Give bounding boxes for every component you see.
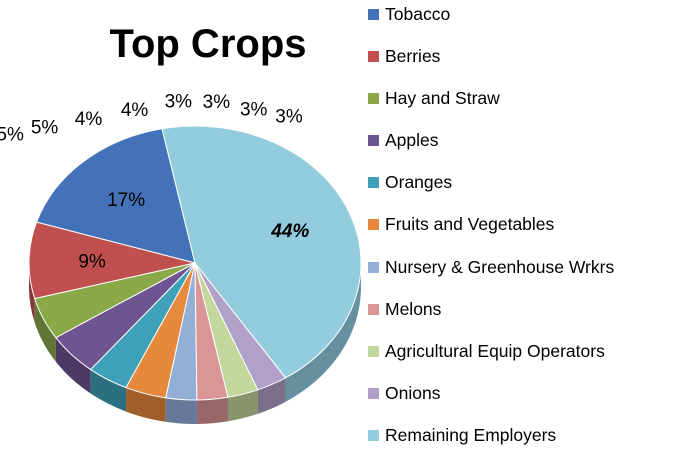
legend-item-nursery-and-greenhouse-wrkrs: Nursery & Greenhouse Wrkrs bbox=[368, 257, 690, 299]
legend-item-tobacco: Tobacco bbox=[368, 4, 690, 46]
pie-side-hay-and-straw bbox=[34, 298, 56, 362]
data-label-melons: 3% bbox=[203, 92, 231, 113]
legend: Tobacco Berries Hay and Straw Apples Oranges… bbox=[368, 4, 690, 467]
legend-label: Oranges bbox=[385, 172, 453, 193]
data-label-oranges: 4% bbox=[75, 109, 103, 130]
data-label-nursery-and-greenhouse-wrkrs: 3% bbox=[165, 91, 193, 112]
data-label-remaining-employers: 44% bbox=[270, 221, 309, 242]
chart-title: Top Crops bbox=[109, 22, 307, 66]
legend-item-fruits-and-vegetables: Fruits and Vegetables bbox=[368, 214, 690, 256]
pie-slice-berries bbox=[28, 221, 196, 300]
legend-swatch bbox=[368, 135, 379, 147]
legend-label: Tobacco bbox=[385, 4, 451, 24]
legend-label: Melons bbox=[385, 298, 442, 319]
pie-chart: 17% 9% 5% 5% 4% 4% 3% 3% 3% 3% 44% bbox=[0, 91, 362, 425]
legend-item-oranges: Oranges bbox=[368, 172, 690, 214]
legend-item-onions: Onions bbox=[368, 383, 690, 425]
data-label-fruits-and-vegetables: 4% bbox=[121, 100, 149, 121]
legend-item-apples: Apples bbox=[368, 130, 690, 172]
pie-slice-tobacco bbox=[35, 128, 196, 264]
legend-label: Remaining Employers bbox=[385, 424, 557, 445]
legend-item-melons: Melons bbox=[368, 299, 690, 341]
legend-swatch bbox=[368, 303, 379, 315]
legend-label: Hay and Straw bbox=[385, 88, 500, 109]
legend-swatch bbox=[368, 387, 379, 399]
legend-item-remaining-employers: Remaining Employers bbox=[368, 425, 690, 467]
pie-side-berries bbox=[29, 264, 35, 323]
legend-swatch bbox=[368, 219, 379, 231]
legend-swatch bbox=[368, 51, 379, 63]
data-label-tobacco: 17% bbox=[107, 190, 145, 211]
data-label-agricultural-equip-operators: 3% bbox=[240, 100, 268, 121]
legend-label: Fruits and Vegetables bbox=[385, 214, 555, 235]
chart-container: Top Crops 17% 9% 5% 5% 4% 4% 3% 3% 3% 3% 44% Tobac… bbox=[0, 4, 614, 445]
legend-item-hay-and-straw: Hay and Straw bbox=[368, 88, 690, 130]
data-label-apples: 5% bbox=[31, 118, 59, 139]
data-label-hay-and-straw: 5% bbox=[0, 125, 24, 146]
legend-item-agricultural-equip-operators: Agricultural Equip Operators bbox=[368, 341, 690, 383]
data-label-berries: 9% bbox=[78, 251, 106, 272]
legend-swatch bbox=[368, 177, 379, 189]
pie-side-melons bbox=[196, 397, 228, 424]
pie-side-oranges bbox=[90, 369, 127, 412]
legend-label: Berries bbox=[385, 46, 441, 67]
legend-label: Onions bbox=[385, 382, 441, 403]
legend-swatch bbox=[368, 345, 379, 357]
legend-item-berries: Berries bbox=[368, 46, 690, 88]
legend-swatch bbox=[368, 93, 379, 105]
data-label-onions: 3% bbox=[275, 107, 303, 128]
pie-side-onions bbox=[257, 377, 286, 414]
pie-slice-remaining-employers bbox=[161, 125, 362, 379]
legend-label: Apples bbox=[385, 130, 439, 151]
legend-label: Nursery & Greenhouse Wrkrs bbox=[385, 256, 615, 277]
legend-swatch bbox=[368, 9, 379, 20]
legend-swatch bbox=[368, 429, 379, 441]
legend-swatch bbox=[368, 261, 379, 273]
pie-side-agricultural-equip-operators bbox=[227, 389, 258, 422]
pie-side-apples bbox=[55, 337, 91, 394]
pie-side-remaining-employers bbox=[285, 266, 361, 402]
pie-side-nursery-and-greenhouse-wrkrs bbox=[165, 397, 197, 425]
legend-label: Agricultural Equip Operators bbox=[385, 340, 605, 361]
